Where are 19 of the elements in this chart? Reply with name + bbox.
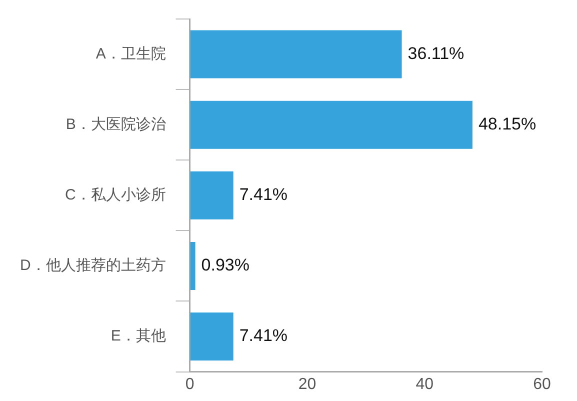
data-label: 0.93% <box>201 256 250 275</box>
data-label: 36.11% <box>408 44 464 63</box>
bar <box>190 30 402 78</box>
y-tick-label: C．私人小诊所 <box>64 186 166 204</box>
data-label: 7.41% <box>239 185 288 204</box>
y-tick-label: A．卫生院 <box>96 45 166 62</box>
bar <box>190 100 472 149</box>
x-tick-label: 60 <box>533 376 551 393</box>
y-tick-label: B．大医院诊治 <box>66 116 166 133</box>
y-tick-label: E．其他 <box>110 328 166 345</box>
data-label: 48.15% <box>478 114 536 134</box>
x-tick-label: 0 <box>185 376 194 393</box>
x-tick-label: 40 <box>416 376 434 393</box>
bar <box>190 171 234 220</box>
x-tick-label: 20 <box>298 376 316 393</box>
bar <box>190 312 234 361</box>
data-label: 7.41% <box>239 326 288 346</box>
bar <box>190 242 196 290</box>
y-tick-label: D．他人推荐的土药方 <box>20 257 166 274</box>
